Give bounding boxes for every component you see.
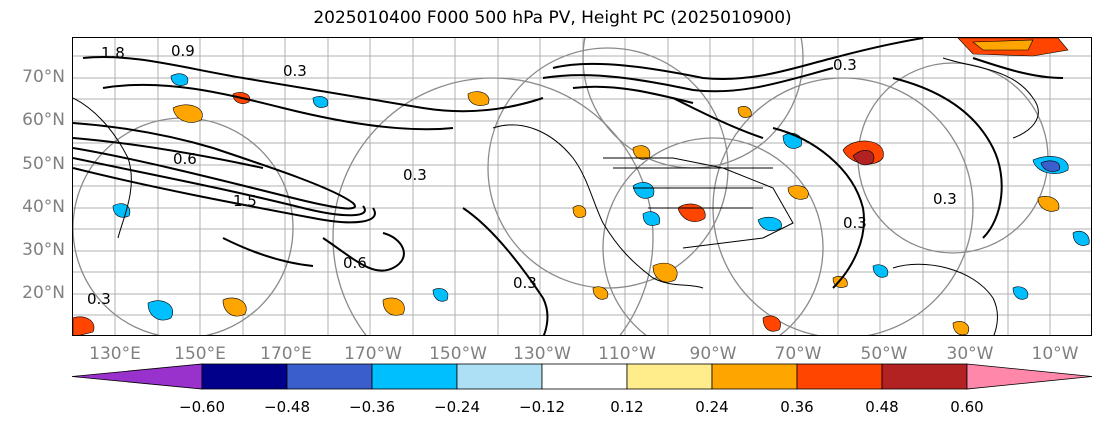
graticule [73, 38, 1091, 335]
lon-label-170e: 170°E [260, 344, 312, 364]
colorbar-swatch [371, 363, 458, 390]
colorbar-swatch [201, 363, 288, 390]
contour-label-group: 1.8 0.9 0.3 0.6 1.5 0.3 0.6 0.3 0.3 0.3 … [87, 42, 957, 308]
map-panel: 1.8 0.9 0.3 0.6 1.5 0.3 0.6 0.3 0.3 0.3 … [72, 37, 1092, 336]
lat-label-40n: 40°N [22, 197, 65, 217]
lat-label-60n: 60°N [22, 110, 65, 130]
contour-label: 0.3 [833, 56, 857, 74]
lon-label-130w: 130°W [513, 344, 571, 364]
colorbar-swatch [286, 363, 373, 390]
lon-label-70w: 70°W [774, 344, 822, 364]
lat-label-30n: 30°N [22, 240, 65, 260]
contour-label: 0.3 [513, 274, 537, 292]
pv-contours [73, 38, 1064, 335]
lon-label-10w: 10°W [1031, 344, 1079, 364]
lat-label-70n: 70°N [22, 67, 65, 87]
lat-label-20n: 20°N [22, 283, 65, 303]
map-title: 2025010400 F000 500 hPa PV, Height PC (2… [313, 8, 792, 28]
map-canvas: 1.8 0.9 0.3 0.6 1.5 0.3 0.6 0.3 0.3 0.3 … [73, 38, 1091, 335]
colorbar-tick: −0.60 [179, 398, 225, 416]
lon-label-50w: 50°W [860, 344, 908, 364]
lon-label-30w: 30°W [946, 344, 994, 364]
contour-label: 0.3 [87, 290, 111, 308]
contour-label: 0.6 [173, 150, 197, 168]
colorbar-swatch [966, 363, 1093, 390]
lat-label-50n: 50°N [22, 154, 65, 174]
colorbar-tick: −0.12 [519, 398, 565, 416]
lon-label-150e: 150°E [174, 344, 226, 364]
colorbar-swatch [881, 363, 968, 390]
contour-label: 1.8 [101, 44, 125, 62]
contour-label: 0.3 [283, 62, 307, 80]
colorbar-swatch [541, 363, 628, 390]
lon-label-150w: 150°W [429, 344, 487, 364]
colorbar-tick: 0.24 [695, 398, 729, 416]
colorbar [71, 363, 1093, 390]
colorbar-swatch [796, 363, 883, 390]
colorbar-swatch [711, 363, 798, 390]
colorbar-tick: 0.36 [780, 398, 814, 416]
colorbar-tick: 0.48 [865, 398, 899, 416]
height-pc-contours [73, 38, 1049, 335]
contour-label: 0.6 [343, 254, 367, 272]
colorbar-tick: 0.60 [950, 398, 984, 416]
contour-label: 0.3 [843, 214, 867, 232]
colorbar-tick: 0.12 [610, 398, 644, 416]
contour-label: 1.5 [233, 192, 257, 210]
lon-label-110w: 110°W [598, 344, 656, 364]
colorbar-swatch [456, 363, 543, 390]
contour-label: 0.3 [933, 190, 957, 208]
lon-label-90w: 90°W [689, 344, 737, 364]
lon-label-130e: 130°E [89, 344, 141, 364]
colorbar-swatch [71, 363, 203, 390]
colorbar-tick: −0.48 [264, 398, 310, 416]
lon-label-170w: 170°W [344, 344, 402, 364]
contour-label: 0.9 [171, 42, 195, 60]
colorbar-swatch [626, 363, 713, 390]
colorbar-tick: −0.36 [349, 398, 395, 416]
colorbar-tick: −0.24 [434, 398, 480, 416]
contour-label: 0.3 [403, 166, 427, 184]
pv-anomaly-shading [73, 38, 1090, 335]
